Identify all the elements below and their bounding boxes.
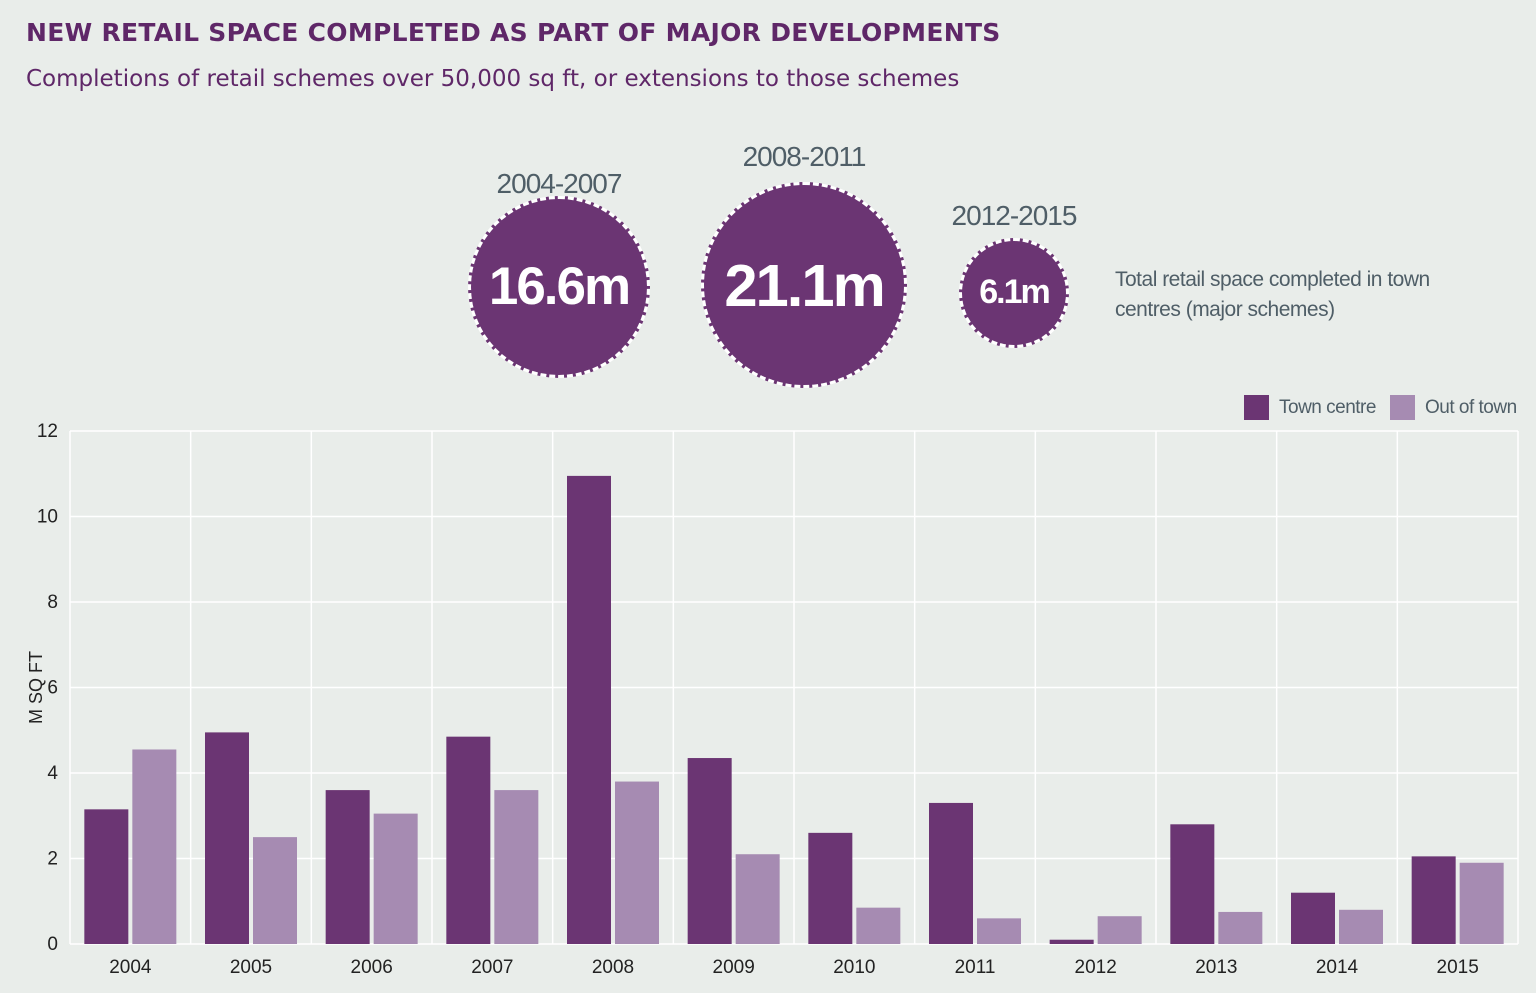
- x-tick-label: 2012: [1075, 957, 1117, 978]
- bubble-period-label: 2012-2015: [951, 200, 1078, 231]
- bar-out-of-town-2009: [735, 854, 780, 944]
- legend-label: Out of town: [1425, 396, 1517, 418]
- x-tick-label: 2007: [471, 957, 513, 978]
- chart-subtitle: Completions of retail schemes over 50,00…: [26, 66, 960, 92]
- x-tick-label: 2011: [955, 957, 996, 978]
- bar-town-centre-2010: [808, 832, 853, 944]
- bar-out-of-town-2012: [1097, 916, 1142, 944]
- bar-out-of-town-2006: [373, 813, 418, 944]
- x-tick-label: 2013: [1195, 957, 1237, 978]
- bar-out-of-town-2014: [1339, 909, 1383, 944]
- bar-town-centre-2007: [446, 736, 491, 944]
- bar-out-of-town-2013: [1218, 911, 1263, 944]
- y-tick-label: 8: [47, 592, 58, 613]
- legend-item-out-of-town: Out of town: [1390, 395, 1517, 420]
- bar-out-of-town-2011: [977, 918, 1021, 944]
- y-tick-label: 6: [47, 678, 58, 699]
- bubble-value: 16.6m: [488, 257, 631, 317]
- bar-town-centre-2014: [1291, 892, 1335, 944]
- y-tick-label: 4: [47, 763, 58, 784]
- x-tick-label: 2014: [1316, 957, 1359, 978]
- x-tick-label: 2009: [713, 957, 755, 978]
- bubble-value: 6.1m: [979, 273, 1050, 312]
- bar-town-centre-2004: [84, 809, 129, 944]
- legend-label: Town centre: [1279, 396, 1376, 418]
- x-tick-label: 2006: [351, 957, 393, 978]
- bubble-2004-2007: 16.6m: [467, 195, 651, 379]
- bar-out-of-town-2010: [856, 907, 901, 944]
- y-tick-label: 2: [47, 849, 58, 870]
- bar-town-centre-2006: [325, 790, 370, 944]
- bar-town-centre-2013: [1170, 824, 1215, 944]
- legend-swatch: [1390, 395, 1415, 420]
- bar-out-of-town-2015: [1459, 862, 1504, 944]
- bar-town-centre-2011: [929, 802, 973, 944]
- bar-town-centre-2008: [567, 475, 611, 944]
- legend-swatch: [1244, 395, 1269, 420]
- y-tick-label: 10: [37, 507, 58, 528]
- y-tick-label: 0: [47, 934, 58, 955]
- bubble-period-label: 2008-2011: [742, 141, 867, 172]
- x-tick-label: 2004: [109, 957, 152, 978]
- bar-town-centre-2009: [687, 758, 732, 944]
- bubble-value: 21.1m: [724, 251, 885, 319]
- bubble-note: Total retail space completed in town cen…: [1115, 268, 1430, 321]
- x-tick-label: 2005: [230, 957, 272, 978]
- bubble-2012-2015: 6.1m: [958, 237, 1070, 349]
- bar-town-centre-2015: [1411, 856, 1456, 944]
- bubble-2008-2011: 21.1m: [701, 182, 907, 388]
- bar-town-centre-2012: [1049, 939, 1094, 944]
- x-tick-label: 2010: [833, 957, 875, 978]
- bar-town-centre-2005: [205, 732, 249, 944]
- y-tick-label: 12: [37, 421, 58, 442]
- bar-out-of-town-2005: [253, 837, 297, 944]
- bar-out-of-town-2004: [132, 749, 177, 944]
- y-axis-title: M SQ FT: [26, 651, 46, 724]
- legend-item-town-centre: Town centre: [1244, 395, 1376, 420]
- x-tick-label: 2015: [1437, 957, 1479, 978]
- x-tick-label: 2008: [592, 957, 634, 978]
- chart-title: NEW RETAIL SPACE COMPLETED AS PART OF MA…: [26, 18, 1001, 47]
- bar-out-of-town-2007: [494, 790, 539, 944]
- bar-out-of-town-2008: [615, 781, 659, 944]
- bubble-period-label: 2004-2007: [496, 168, 623, 199]
